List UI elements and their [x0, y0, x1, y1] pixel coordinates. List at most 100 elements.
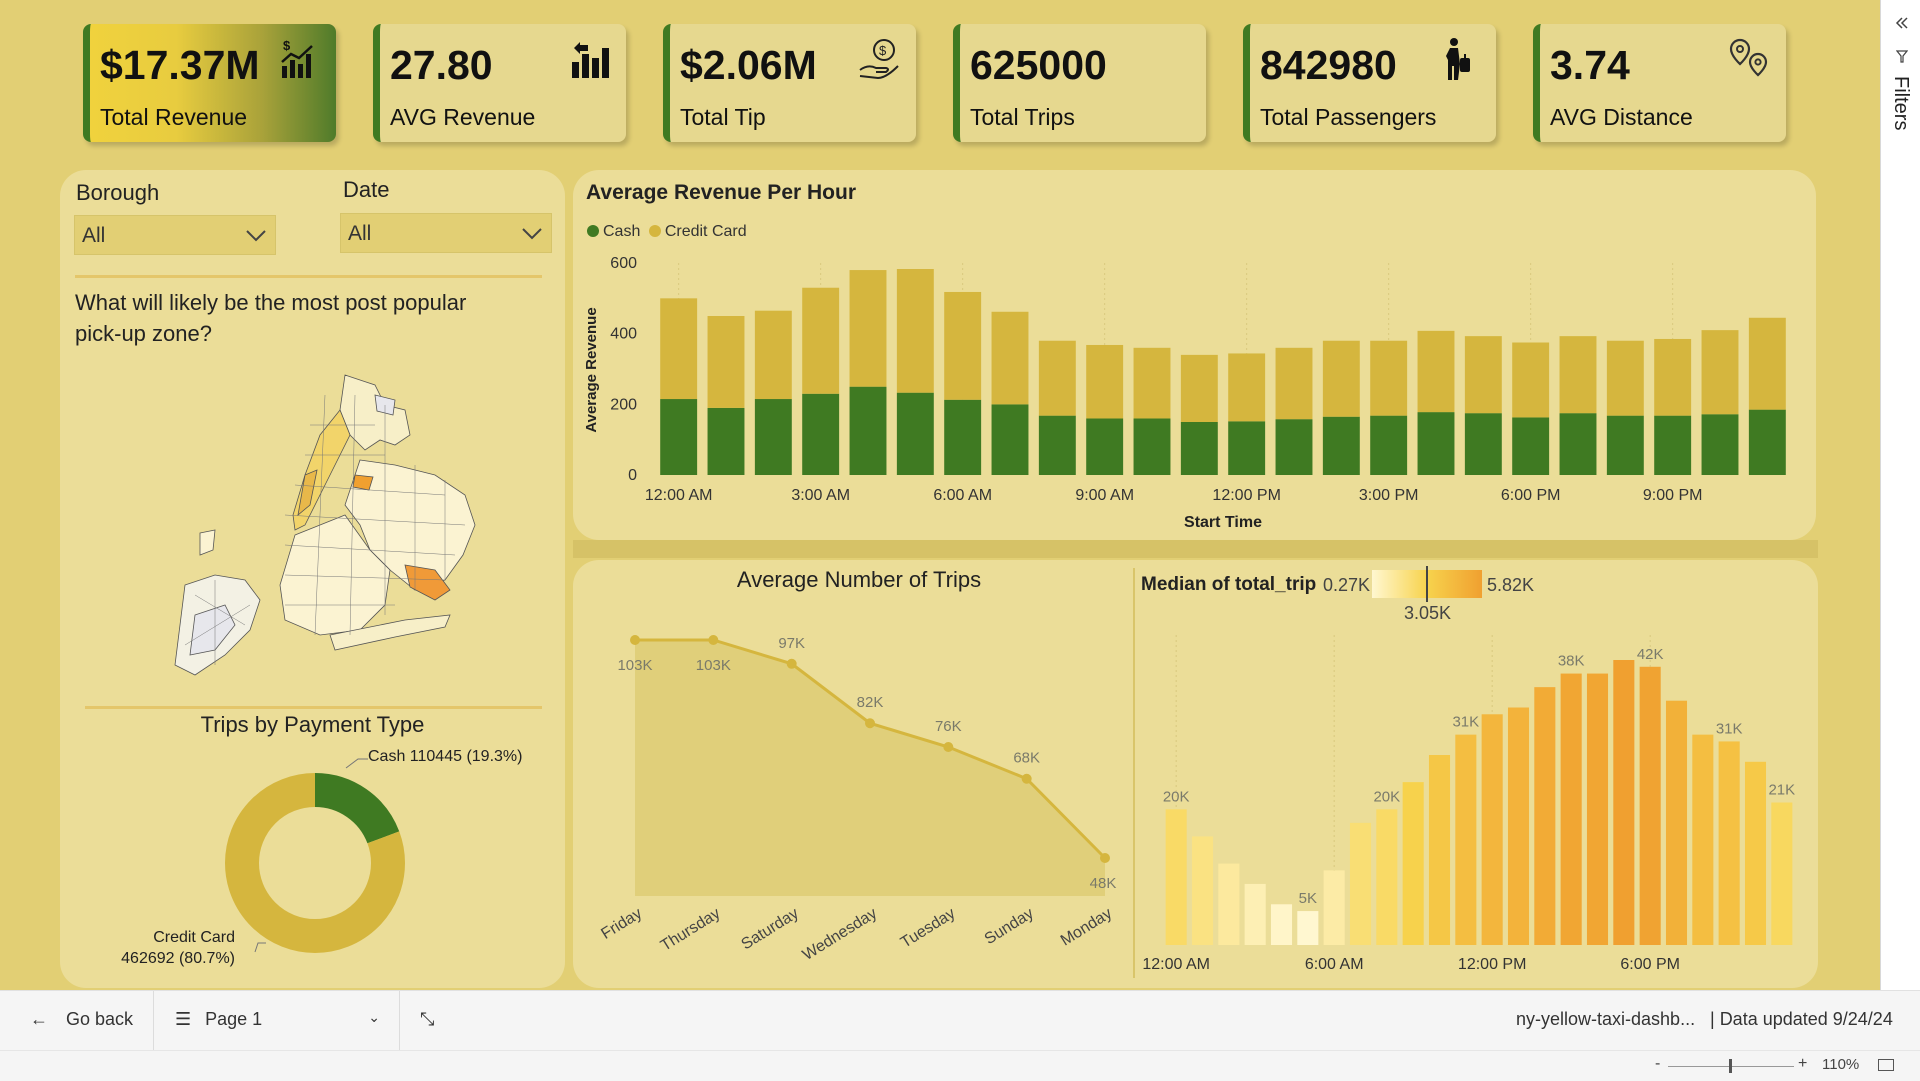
- kpi-label: AVG Distance: [1550, 104, 1693, 131]
- panel-shadow: [573, 540, 1818, 558]
- median-bar: [1771, 803, 1792, 946]
- median-bar: [1403, 782, 1424, 945]
- trips-data-label: 76K: [935, 718, 962, 735]
- kpi-total-revenue[interactable]: $17.37M Total Revenue $: [83, 24, 336, 142]
- go-back-button[interactable]: ← Go back: [30, 1009, 133, 1030]
- median-bar: [1508, 708, 1529, 946]
- trips-data-label: 68K: [1013, 750, 1040, 767]
- kpi-total-tip[interactable]: $2.06M Total Tip $: [663, 24, 916, 142]
- page-list-icon: ☰: [175, 1009, 191, 1029]
- median-bar: [1350, 823, 1371, 945]
- bar-credit-card: [660, 298, 697, 399]
- kpi-label: AVG Revenue: [390, 104, 535, 131]
- bar-cash: [1654, 416, 1691, 475]
- kpi-avg-distance[interactable]: 3.74 AVG Distance: [1533, 24, 1786, 142]
- median-bar: [1297, 911, 1318, 945]
- x-tick-label: 9:00 AM: [1075, 487, 1134, 504]
- zoom-in-button[interactable]: +: [1798, 1055, 1807, 1073]
- y-axis-title: Average Revenue: [583, 307, 600, 432]
- bar-cash: [1418, 412, 1455, 475]
- trips-area-chart[interactable]: 103K Friday 103K Thursday 97K Saturday 82K Wedn…: [573, 600, 1133, 985]
- minimize-icon[interactable]: ⤡: [420, 1009, 434, 1030]
- cash-slice-label: Cash 110445 (19.3%): [368, 748, 522, 765]
- color-scale-mid: 3.05K: [1404, 603, 1451, 624]
- bar-credit-card: [1465, 336, 1502, 413]
- kpi-avg-revenue[interactable]: 27.80 AVG Revenue: [373, 24, 626, 142]
- payment-chart-title: Trips by Payment Type: [60, 712, 565, 738]
- median-bar: [1271, 904, 1292, 945]
- median-data-label: 20K: [1163, 788, 1190, 805]
- bar-cash: [1134, 418, 1171, 475]
- bar-cash: [1607, 416, 1644, 475]
- donut-slices: [242, 790, 388, 936]
- median-x-tick-label: 12:00 PM: [1458, 956, 1526, 973]
- bar-credit-card: [1512, 343, 1549, 418]
- bar-credit-card: [1560, 336, 1597, 413]
- bar-cash: [1086, 418, 1123, 475]
- collapse-left-icon[interactable]: [1895, 16, 1909, 30]
- bar-cash: [1039, 416, 1076, 475]
- bar-cash: [1702, 414, 1739, 475]
- bar-cash: [1465, 413, 1502, 475]
- nyc-taxi-zone-map[interactable]: [145, 365, 485, 695]
- median-data-label: 20K: [1373, 788, 1400, 805]
- kpi-label: Total Revenue: [100, 104, 247, 131]
- zoom-out-button[interactable]: -: [1655, 1055, 1660, 1073]
- bar-cash: [755, 399, 792, 475]
- trips-point: [865, 718, 875, 728]
- bar-cash: [1276, 419, 1313, 475]
- x-tick-label: 3:00 PM: [1359, 487, 1419, 504]
- trips-point: [630, 635, 640, 645]
- bar-cash: [850, 387, 887, 475]
- filter-icon: [1896, 50, 1908, 64]
- y-tick-label: 0: [628, 467, 637, 484]
- median-bar: [1534, 687, 1555, 945]
- filters-pane[interactable]: Filters: [1880, 0, 1920, 990]
- bar-credit-card: [944, 292, 981, 400]
- bar-cash: [1228, 421, 1265, 475]
- bar-credit-card: [1086, 345, 1123, 418]
- zoom-slider-thumb[interactable]: [1729, 1059, 1732, 1073]
- borough-slicer-label: Borough: [76, 180, 159, 206]
- revenue-bar-chart[interactable]: 0 200 400 600 12:00 AM 3:00 AM 6:00 AM 9:00 AM 1…: [573, 245, 1816, 535]
- legend-credit-card[interactable]: Credit Card: [649, 223, 747, 240]
- payment-donut-chart[interactable]: Cash 110445 (19.3%) Credit Card 462692 (…: [110, 745, 550, 975]
- data-updated: | Data updated 9/24/24: [1710, 1009, 1893, 1030]
- divider: [75, 275, 542, 278]
- trips-x-tick-label: Monday: [1058, 905, 1115, 950]
- bar-credit-card: [1323, 341, 1360, 417]
- kpi-value: 3.74: [1550, 42, 1630, 89]
- passenger-luggage-icon: [1436, 36, 1482, 82]
- trips-x-tick-label: Friday: [598, 905, 645, 943]
- color-scale-min: 0.27K: [1323, 575, 1370, 596]
- credit-leader-line: [255, 943, 266, 952]
- median-chart-title: Median of total_trip: [1141, 574, 1316, 596]
- trips-x-tick-label: Wednesday: [800, 905, 880, 964]
- trips-x-tick-label: Thursday: [658, 905, 724, 955]
- bar-cash: [660, 399, 697, 475]
- bottom-nav-bar: ← Go back ☰ Page 1 ⌄ ⤡ ny-yellow-taxi-dash…: [0, 990, 1920, 1051]
- date-dropdown[interactable]: All: [340, 213, 552, 253]
- bar-credit-card: [1749, 318, 1786, 410]
- median-bar-chart[interactable]: 20K 5K 20K 31K 38K 42K 31K 21K 12:00 AM 6:00 AM 12…: [1135, 625, 1815, 980]
- borough-dropdown[interactable]: All: [74, 215, 276, 255]
- x-tick-label: 6:00 AM: [933, 487, 992, 504]
- bar-cash: [1323, 417, 1360, 475]
- trips-point: [708, 635, 718, 645]
- fit-to-page-icon[interactable]: [1878, 1059, 1894, 1071]
- filters-label: Filters: [1889, 76, 1912, 130]
- chevron-down-icon: ⌄: [368, 1009, 380, 1026]
- y-tick-label: 400: [610, 326, 637, 343]
- kpi-total-trips[interactable]: 625000 Total Trips: [953, 24, 1206, 142]
- median-bar: [1218, 864, 1239, 945]
- median-bar: [1482, 714, 1503, 945]
- trips-point: [943, 742, 953, 752]
- page-selector[interactable]: ☰ Page 1 ⌄: [175, 1009, 380, 1030]
- borough-dropdown-value: All: [82, 224, 105, 247]
- legend-cash[interactable]: Cash: [587, 223, 640, 240]
- kpi-total-passengers[interactable]: 842980 Total Passengers: [1243, 24, 1496, 142]
- bar-credit-card: [1276, 348, 1313, 419]
- kpi-value: $2.06M: [680, 42, 817, 89]
- median-bar: [1245, 884, 1266, 945]
- median-bar: [1561, 674, 1582, 945]
